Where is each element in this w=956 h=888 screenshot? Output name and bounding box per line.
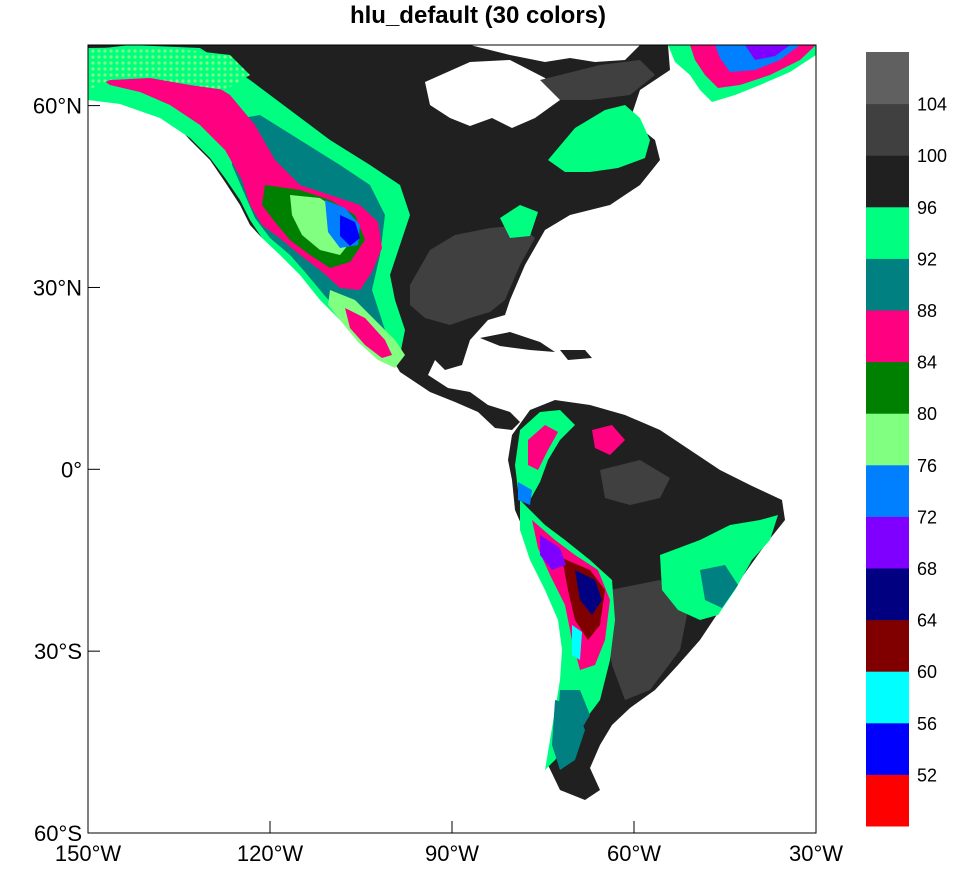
colorbar-swatch	[866, 258, 909, 311]
venezuela-pink	[592, 425, 625, 455]
colorbar-label: 80	[917, 404, 937, 424]
colorbar-label: 64	[917, 611, 937, 631]
colorbar-swatch	[866, 103, 909, 156]
colorbar-swatch	[866, 671, 909, 724]
northeast-grey	[540, 60, 655, 100]
colorbar-swatch	[866, 155, 909, 208]
alaska-green	[88, 47, 250, 90]
map-title: hlu_default (30 colors)	[349, 2, 607, 29]
brazil-teal	[700, 565, 738, 608]
altiplano-navy	[575, 570, 602, 615]
lat-tick-label: 30°S	[34, 639, 82, 664]
colorbar-swatch	[866, 206, 909, 259]
colorbar-label: 92	[917, 249, 937, 269]
hudson-bay	[425, 60, 560, 128]
hispaniola	[560, 350, 592, 360]
canada-green-east	[548, 105, 650, 172]
mexico-pink	[345, 308, 392, 358]
lon-tick-label: 120°W	[237, 841, 304, 866]
colorbar-swatch	[866, 464, 909, 517]
lat-tick-label: 30°N	[33, 275, 82, 300]
eastern-us-grey	[410, 225, 535, 325]
colorbar-swatch	[866, 361, 909, 414]
colorbar-label: 60	[917, 662, 937, 682]
colorbar-swatch	[866, 568, 909, 621]
lon-tick-label: 30°W	[789, 841, 843, 866]
colorbar-label: 104	[917, 95, 947, 115]
lon-tick-label: 150°W	[55, 841, 122, 866]
lon-tick-label: 60°W	[607, 841, 661, 866]
lat-tick-label: 0°	[61, 457, 82, 482]
colorbar-label: 100	[917, 146, 947, 166]
andes-cyan	[572, 625, 582, 660]
longitude-axis: 150°W 120°W 90°W 60°W 30°W	[55, 821, 843, 866]
colorado-navy	[340, 215, 360, 246]
patagonia-teal	[552, 700, 585, 770]
colorbar-swatch	[866, 516, 909, 569]
andes-purple	[540, 535, 566, 570]
latitude-axis: 60°N 30°N 0° 30°S 60°S	[33, 94, 100, 846]
colorbar-label: 96	[917, 198, 937, 218]
map-area	[88, 45, 816, 833]
lat-tick-label: 60°N	[33, 94, 82, 119]
colorbar-label: 76	[917, 456, 937, 476]
colorbar-swatch	[866, 310, 909, 363]
amazon-grey	[600, 460, 670, 505]
arctic-water	[470, 45, 640, 62]
colorbar-label: 52	[917, 765, 937, 785]
colorbar: 52 56 60 64 68 72 76 80 84 88 92 96 100 104	[866, 52, 947, 827]
colorbar-swatch	[866, 52, 909, 105]
colorbar-label: 68	[917, 559, 937, 579]
lat-tick-label: 60°S	[34, 821, 82, 846]
colorbar-swatch	[866, 774, 909, 827]
greenland-purple	[745, 45, 790, 60]
andes-north-pink	[528, 425, 558, 470]
colorbar-swatch	[866, 722, 909, 775]
colorbar-label: 84	[917, 353, 937, 373]
great-lakes-green	[500, 205, 538, 238]
colorbar-label: 56	[917, 714, 937, 734]
colorbar-swatch	[866, 413, 909, 466]
cuba	[480, 332, 555, 352]
andes-blue	[518, 482, 532, 505]
colorbar-swatch	[866, 619, 909, 672]
colorbar-label: 72	[917, 507, 937, 527]
lon-tick-label: 90°W	[425, 841, 479, 866]
south-grey	[605, 580, 690, 700]
colorbar-label: 88	[917, 301, 937, 321]
